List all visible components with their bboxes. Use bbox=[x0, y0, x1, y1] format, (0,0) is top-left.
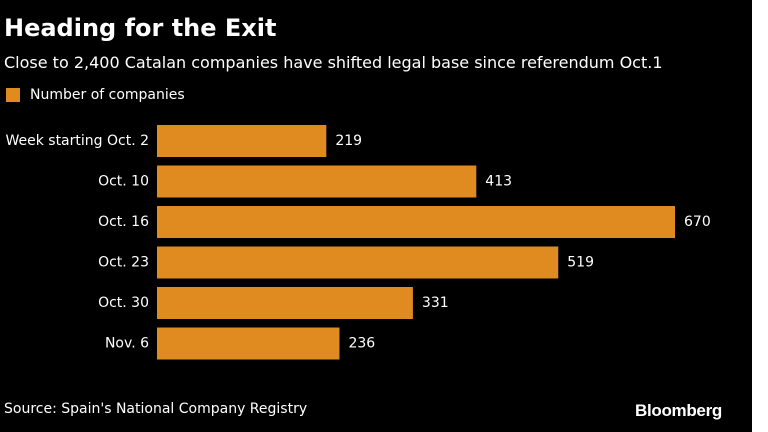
chart-frame: Heading for the Exit Close to 2,400 Cata… bbox=[0, 0, 752, 432]
legend-label: Number of companies bbox=[30, 87, 185, 103]
bar-chart: Week starting Oct. 2 219 Oct. 10 413 Oct. 16… bbox=[5, 125, 711, 360]
chart-title: Heading for the Exit bbox=[4, 14, 277, 42]
category-label: Oct. 23 bbox=[98, 255, 149, 271]
category-label: Oct. 16 bbox=[98, 214, 149, 230]
category-label: Oct. 10 bbox=[98, 174, 149, 190]
category-label: Week starting Oct. 2 bbox=[5, 133, 149, 149]
bloomberg-logo: Bloomberg bbox=[634, 401, 722, 420]
bar bbox=[157, 287, 413, 319]
category-label: Nov. 6 bbox=[105, 336, 149, 352]
value-label: 236 bbox=[348, 336, 375, 352]
chart-subtitle: Close to 2,400 Catalan companies have sh… bbox=[4, 53, 663, 72]
bar bbox=[157, 125, 327, 157]
legend: Number of companies bbox=[6, 85, 185, 105]
value-label: 219 bbox=[335, 133, 362, 149]
source-note: Source: Spain's National Company Registr… bbox=[4, 401, 308, 417]
value-label: 331 bbox=[422, 295, 449, 311]
bar bbox=[157, 246, 559, 279]
category-label: Oct. 30 bbox=[98, 295, 149, 311]
legend-swatch bbox=[6, 88, 20, 102]
value-label: 413 bbox=[485, 174, 512, 190]
bar bbox=[157, 165, 477, 198]
bar bbox=[157, 206, 675, 238]
bar bbox=[157, 327, 340, 360]
value-label: 519 bbox=[567, 255, 594, 271]
value-label: 670 bbox=[684, 214, 711, 230]
